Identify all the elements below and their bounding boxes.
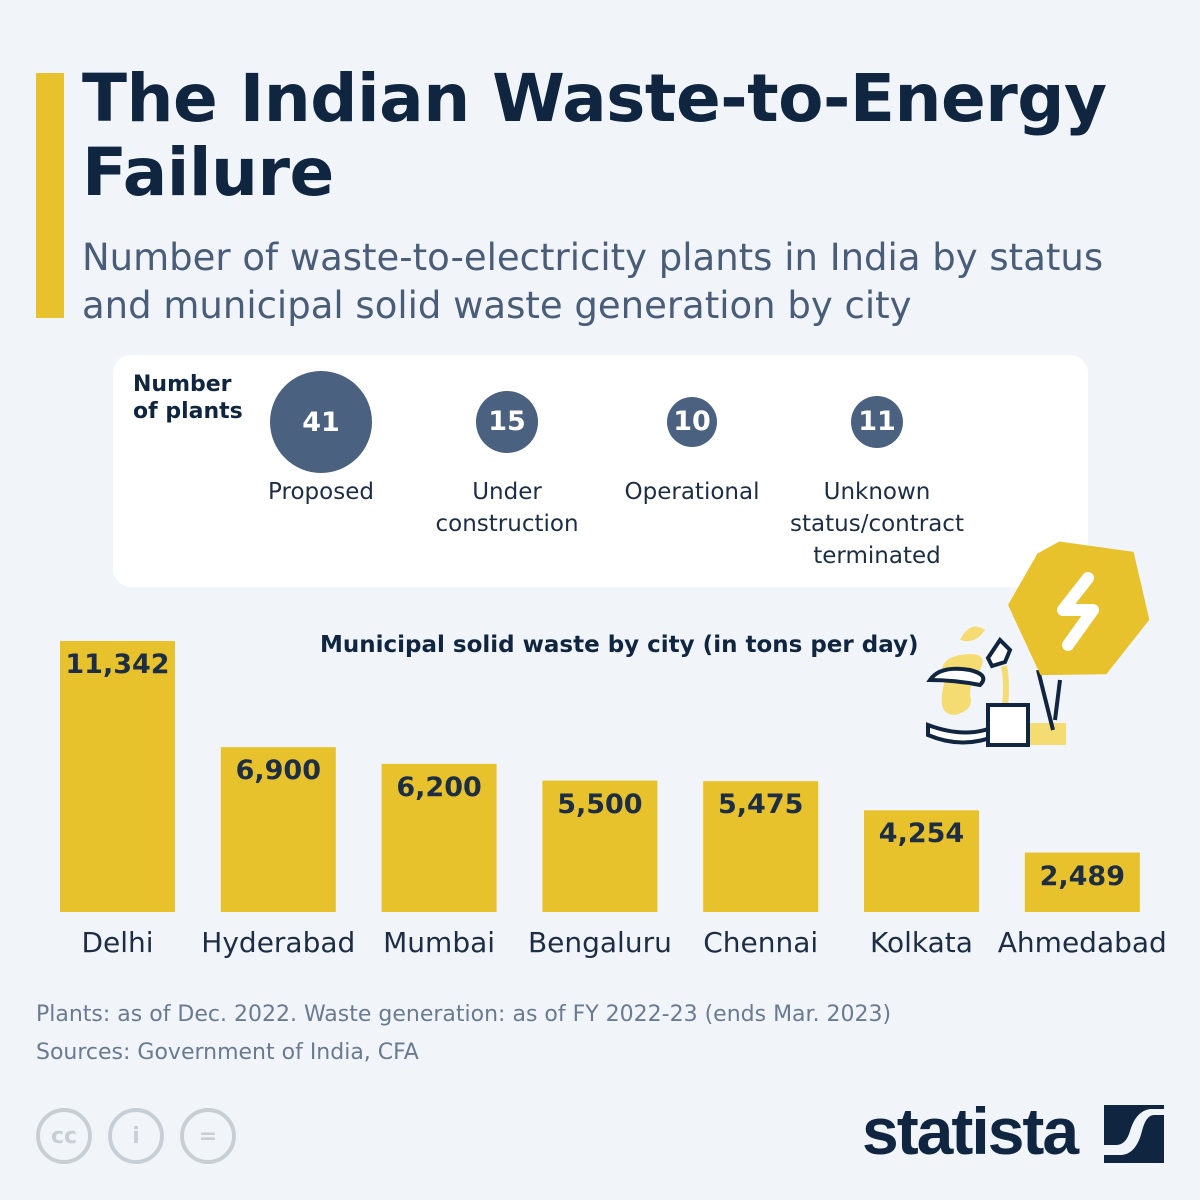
bar-value-label: 2,489: [1039, 860, 1125, 892]
chart-title: Municipal solid waste by city (in tons p…: [320, 632, 919, 658]
no-derivatives-icon[interactable]: =: [180, 1108, 236, 1164]
plant-status-label: Operational: [624, 479, 760, 505]
plants-label: Number of plants: [133, 372, 243, 424]
category-label: Ahmedabad: [997, 926, 1167, 959]
plant-count-bubble: 10: [666, 396, 718, 448]
bar-value-label: 11,342: [65, 649, 170, 680]
statista-logo[interactable]: statista: [862, 1094, 1079, 1168]
bar-hyderabad: [220, 747, 336, 912]
category-label: Hyderabad: [201, 926, 356, 959]
title-accent-bar: [36, 73, 64, 318]
plant-status-label: Proposed: [268, 479, 374, 505]
category-label: Mumbai: [383, 926, 496, 959]
category-label: Delhi: [81, 926, 154, 959]
attribution-icon[interactable]: i: [108, 1108, 164, 1164]
plant-count-bubble: 41: [270, 371, 372, 473]
bar-value-label: 5,500: [557, 788, 643, 820]
category-label: Bengaluru: [527, 926, 672, 959]
plant-count-bubble: 11: [850, 395, 904, 449]
bar-value-label: 6,200: [396, 771, 482, 803]
plant-status-label: Under construction: [435, 479, 579, 537]
bar-value-label: 4,254: [878, 818, 965, 850]
plant-status-label: Unknown status/contract terminated: [790, 479, 964, 569]
bar-value-label: 5,475: [717, 789, 804, 821]
plant-count-bubble: 15: [476, 391, 538, 453]
bar-bengaluru: [542, 780, 658, 912]
page-title: The Indian Waste-to-Energy Failure: [82, 60, 1107, 211]
bar-delhi: [60, 641, 175, 912]
note-dates: Plants: as of Dec. 2022. Waste generatio…: [36, 1002, 892, 1027]
lightning-icon: [1057, 572, 1099, 651]
bar-kolkata: [864, 810, 979, 912]
bar-ahmedabad: [1024, 852, 1140, 912]
bar-mumbai: [381, 763, 497, 912]
statista-logo-icon: [1104, 1105, 1164, 1163]
cc-license-icon[interactable]: cc: [36, 1108, 92, 1164]
waste-energy-illustration: [926, 541, 1150, 747]
bar-chennai: [703, 781, 819, 912]
category-label: Kolkata: [870, 926, 973, 959]
category-label: Chennai: [703, 926, 819, 959]
plants-panel: [113, 355, 1088, 587]
note-sources: Sources: Government of India, CFA: [36, 1040, 419, 1065]
bar-value-label: 6,900: [235, 755, 321, 787]
subtitle: Number of waste-to-electricity plants in…: [82, 236, 1104, 327]
